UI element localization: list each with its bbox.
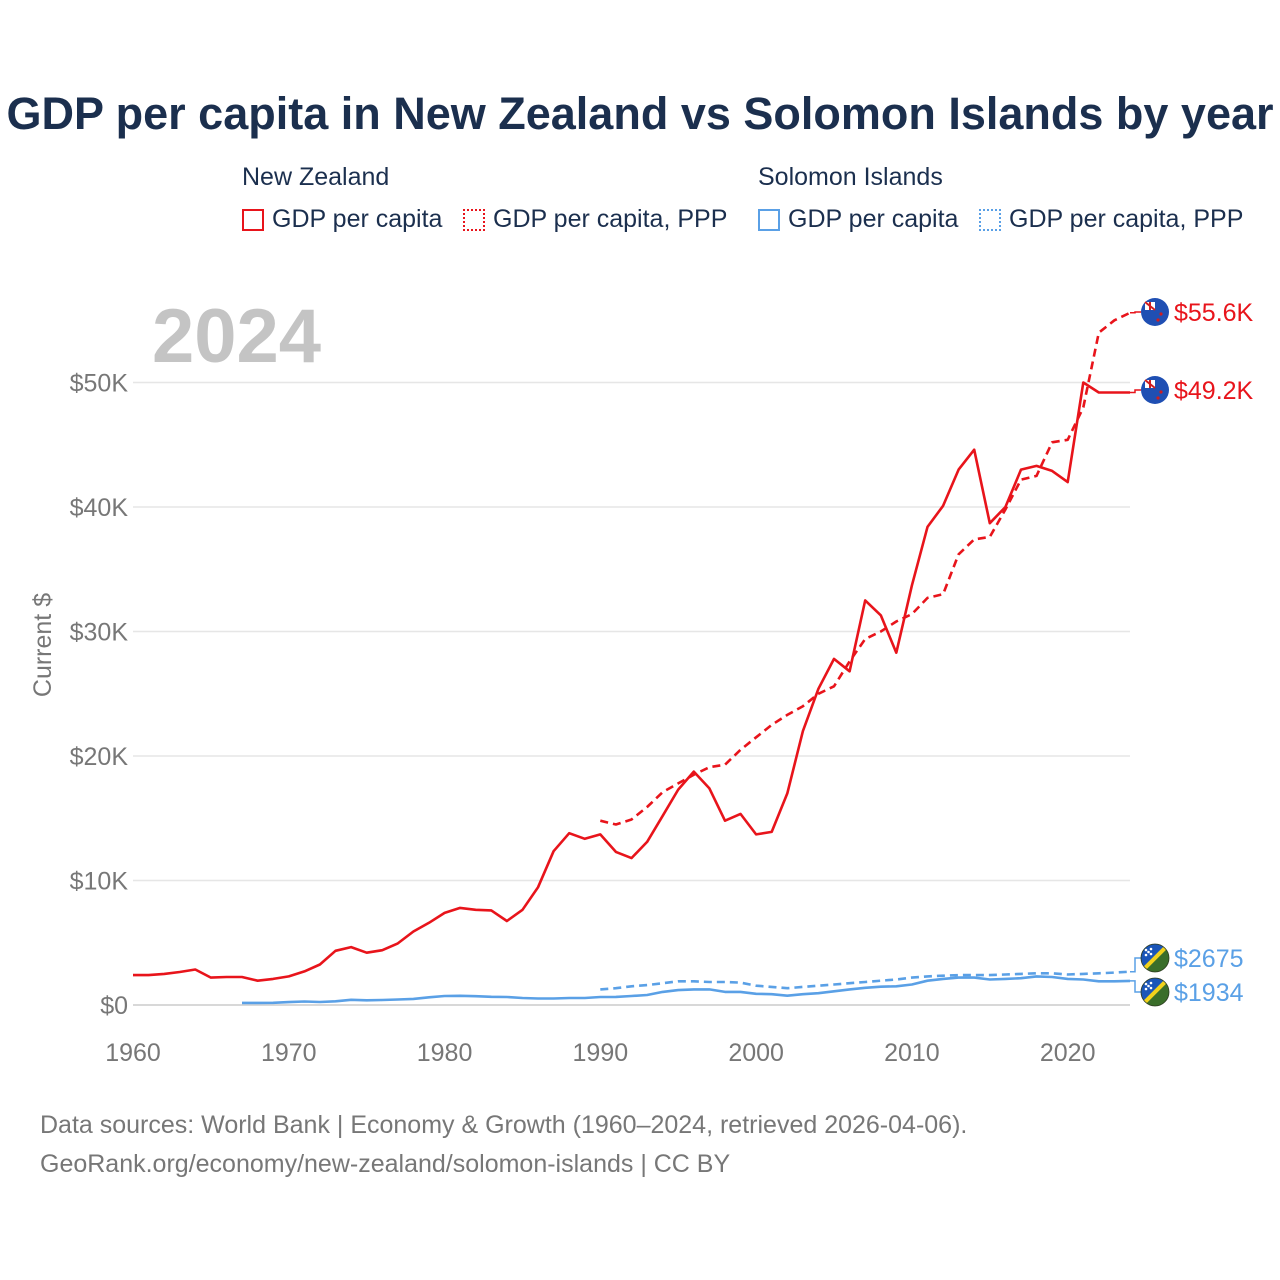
end-connector [1130,311,1141,314]
end-value-label: $49.2K [1174,377,1254,405]
end-value-label: $1934 [1174,979,1244,1007]
footer-sources: Data sources: World Bank | Economy & Gro… [40,1111,968,1139]
legend-item-nz-gdp[interactable]: GDP per capita [242,205,442,234]
series-line[interactable] [242,975,1131,1005]
y-tick-label: $20K [70,743,129,771]
y-tick-label: $50K [70,370,129,398]
legend-label: GDP per capita [272,205,443,233]
legend-item-nz-gdp-ppp[interactable]: GDP per capita, PPP [463,205,727,234]
series-line[interactable] [599,311,1131,826]
legend-swatch-solid [242,208,264,231]
legend-item-sb-gdp[interactable]: GDP per capita [758,205,958,234]
y-tick-label: $30K [70,619,129,647]
footer: Data sources: World Bank | Economy & Gro… [40,1106,967,1184]
legend-swatch-dotted [979,208,1001,231]
chart-title: GDP per capita in New Zealand vs Solomon… [6,88,1274,139]
legend-group-new-zealand: New Zealand [242,163,390,191]
end-connector [1130,389,1141,394]
end-connector [1130,980,1141,993]
new-zealand-flag-icon [1141,376,1169,404]
legend-item-sb-gdp-ppp[interactable]: GDP per capita, PPP [979,205,1243,234]
legend-group-solomon-islands: Solomon Islands [758,163,943,191]
x-tick-label: 1960 [105,1039,161,1067]
legend-label: GDP per capita, PPP [493,205,728,233]
legend-swatch-solid [758,208,780,231]
y-axis-label: Current $ [29,593,57,697]
solomon-islands-flag-icon [1140,943,1170,973]
legend-label: GDP per capita [788,205,959,233]
legend-label: GDP per capita, PPP [1009,205,1244,233]
year-watermark: 2024 [152,294,321,379]
y-tick-label: $40K [70,494,129,522]
end-value-label: $55.6K [1174,299,1254,327]
y-tick-label: $10K [70,868,129,896]
x-tick-label: 2020 [1040,1039,1096,1067]
end-connector [1130,957,1141,973]
x-tick-label: 1980 [417,1039,473,1067]
end-value-label: $2675 [1174,945,1244,973]
x-tick-label: 2010 [884,1039,940,1067]
footer-link[interactable]: GeoRank.org/economy/new-zealand/solomon-… [40,1150,731,1178]
y-tick-label: $0 [100,992,128,1020]
x-tick-label: 1970 [261,1039,317,1067]
x-tick-label: 2000 [728,1039,784,1067]
series-line[interactable] [133,381,1130,983]
series-line[interactable] [600,970,1131,991]
line-chart: 2024 $0 $10K $20K $30K $40K $50K 1960 1970 1980… [29,294,1254,1067]
new-zealand-flag-icon [1141,298,1169,326]
solomon-islands-flag-icon [1140,977,1170,1007]
legend-swatch-dotted [463,208,485,231]
x-tick-label: 1990 [573,1039,629,1067]
